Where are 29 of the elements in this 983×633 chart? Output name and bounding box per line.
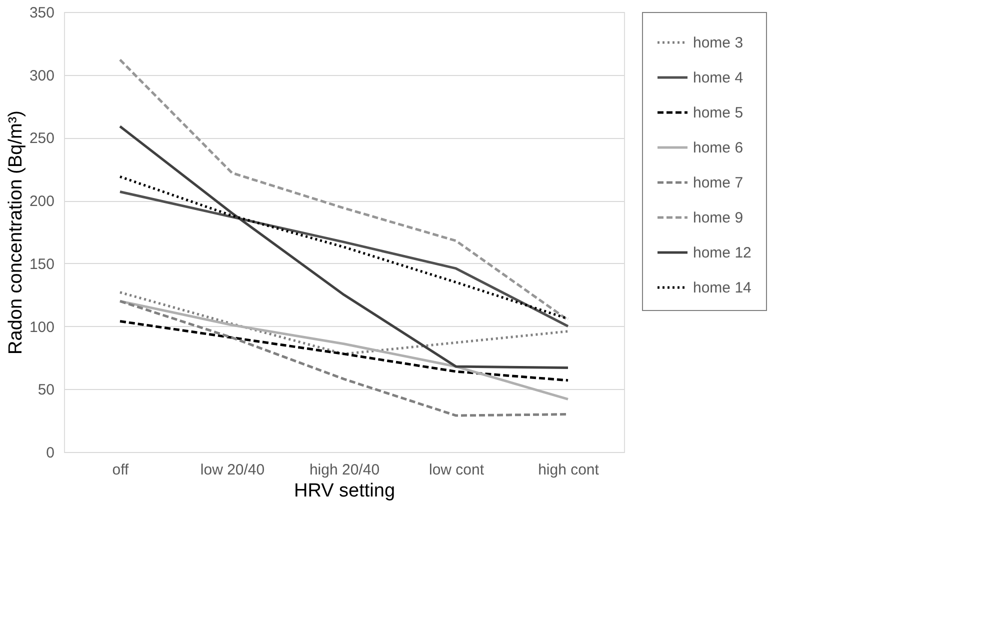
legend-label: home 6 — [693, 140, 744, 156]
line-series — [118, 125, 570, 370]
line-series — [118, 175, 570, 320]
y-axis-title: Radon concentration (Bq/m³) — [5, 110, 26, 354]
x-tick-label: off — [112, 462, 130, 478]
x-tick-label: high 20/40 — [309, 462, 380, 478]
y-tick-label: 0 — [46, 444, 54, 462]
line-series — [118, 291, 570, 356]
x-axis-title: HRV setting — [294, 480, 396, 502]
legend-label: home 9 — [693, 210, 744, 226]
legend-label: home 4 — [693, 70, 744, 86]
x-tick-label: low cont — [428, 462, 485, 478]
legend-label: home 3 — [693, 34, 744, 52]
y-tick-label: 150 — [29, 256, 54, 273]
line-series — [118, 320, 570, 382]
legend-label: home 14 — [693, 280, 752, 296]
line-series — [118, 58, 570, 322]
y-tick-label: 350 — [29, 4, 54, 22]
y-tick-label: 200 — [29, 193, 54, 210]
y-tick-label: 300 — [29, 67, 54, 84]
line-series — [118, 190, 570, 328]
y-tick-label: 250 — [29, 130, 54, 148]
x-tick-label: high cont — [538, 462, 600, 478]
x-tick-label: low 20/40 — [200, 462, 265, 478]
y-tick-label: 100 — [29, 318, 54, 336]
legend-label: home 7 — [693, 174, 744, 192]
legend-label: home 12 — [693, 244, 752, 262]
legend-label: home 5 — [693, 104, 744, 122]
y-tick-label: 50 — [38, 382, 54, 399]
